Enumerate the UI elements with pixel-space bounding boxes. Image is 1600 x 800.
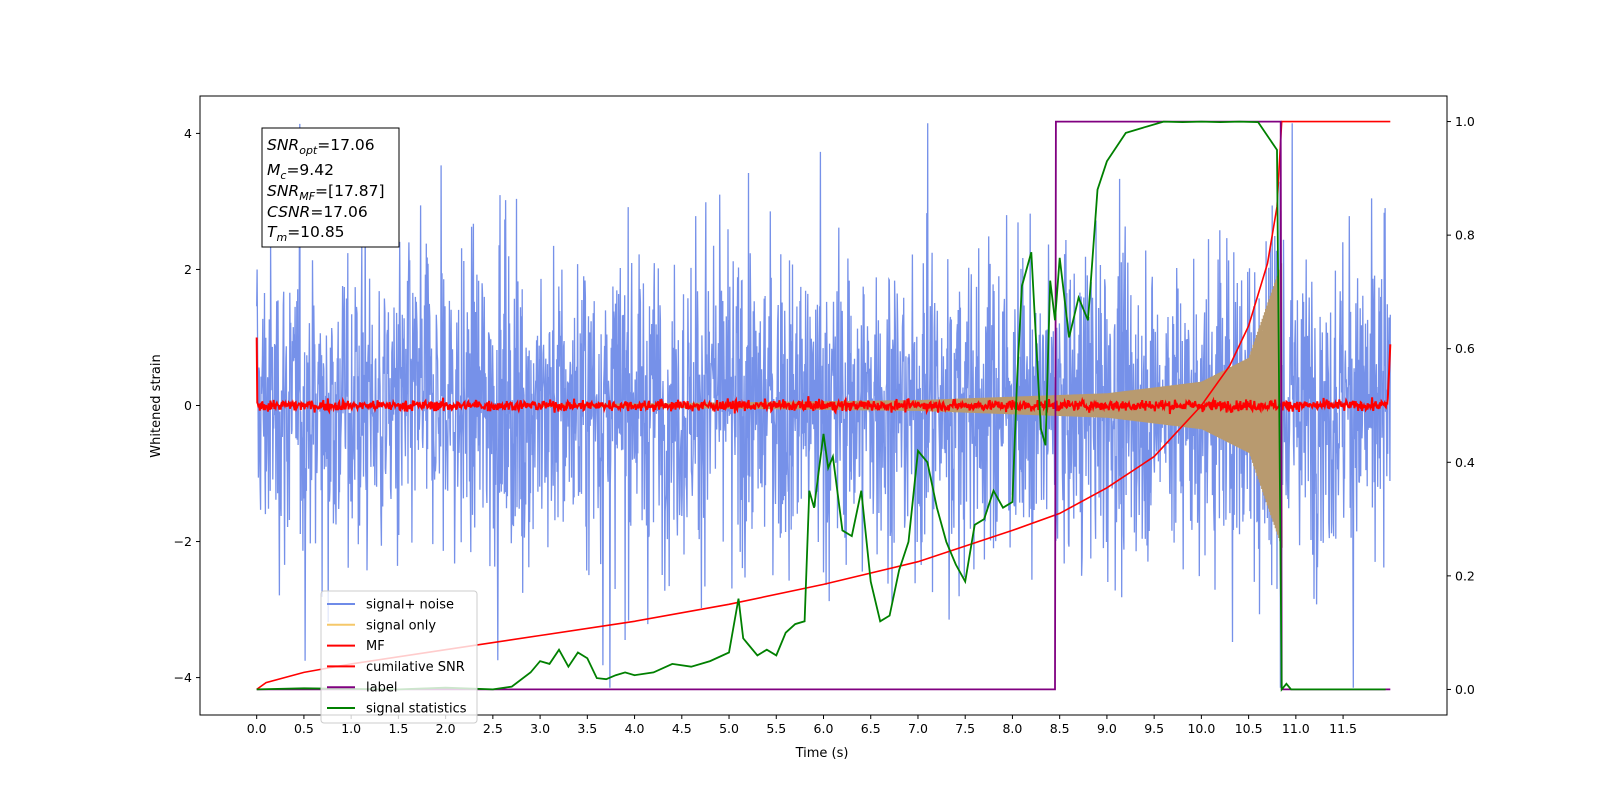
x-tick-label: 11.5 bbox=[1329, 721, 1357, 736]
y-axis-label: Whitened strain bbox=[149, 354, 164, 457]
x-tick-label: 5.5 bbox=[766, 721, 786, 736]
y-tick-label: −4 bbox=[174, 670, 192, 685]
annotation-snr-opt: SNRopt=17.06 bbox=[267, 136, 375, 157]
x-tick-label: 1.0 bbox=[341, 721, 361, 736]
x-tick-label: 3.0 bbox=[530, 721, 550, 736]
y2-tick-label: 0.2 bbox=[1455, 568, 1475, 583]
x-tick-label: 8.5 bbox=[1050, 721, 1070, 736]
legend-item-label: label bbox=[366, 681, 397, 696]
series-signal-statistics-line bbox=[256, 120, 1386, 692]
x-tick-label: 2.0 bbox=[436, 721, 456, 736]
y-axis-right: 1.0 0.8 0.6 0.4 0.2 0.0 bbox=[1447, 114, 1475, 697]
annotation-mc: Mc=9.42 bbox=[267, 161, 334, 182]
annotation-box: SNRopt=17.06 Mc=9.42 SNRMF=[17.87] CSNR=… bbox=[261, 127, 400, 248]
x-tick-label: 6.5 bbox=[861, 721, 881, 736]
x-tick-label: 6.0 bbox=[814, 721, 834, 736]
x-tick-label: 7.0 bbox=[908, 721, 928, 736]
legend-item-label: signal+ noise bbox=[366, 598, 454, 613]
x-tick-label: 0.0 bbox=[247, 721, 267, 736]
x-tick-label: 4.5 bbox=[672, 721, 692, 736]
x-tick-label: 11.0 bbox=[1282, 721, 1310, 736]
legend: signal+ noise signal only MF cumilative SNR… bbox=[320, 590, 478, 724]
y-tick-label: 0 bbox=[184, 398, 192, 413]
y-tick-label: 2 bbox=[184, 262, 192, 277]
y-axis-left: 4 2 0 −2 −4 bbox=[174, 126, 200, 685]
y2-tick-label: 0.0 bbox=[1455, 682, 1475, 697]
legend-item-label: MF bbox=[366, 639, 385, 654]
x-tick-label: 4.0 bbox=[625, 721, 645, 736]
x-tick-label: 10.5 bbox=[1235, 721, 1263, 736]
y2-tick-label: 1.0 bbox=[1455, 114, 1475, 129]
legend-item-label: signal statistics bbox=[366, 702, 467, 717]
legend-item-label: signal only bbox=[366, 618, 436, 633]
y2-tick-label: 0.4 bbox=[1455, 455, 1475, 470]
x-tick-label: 10.0 bbox=[1187, 721, 1215, 736]
annotation-tm: Tm=10.85 bbox=[267, 223, 345, 244]
x-tick-label: 8.0 bbox=[1002, 721, 1022, 736]
y-tick-label: −2 bbox=[174, 534, 192, 549]
x-tick-label: 2.5 bbox=[483, 721, 503, 736]
x-tick-label: 5.0 bbox=[719, 721, 739, 736]
x-tick-label: 9.5 bbox=[1144, 721, 1164, 736]
legend-item-label: cumilative SNR bbox=[366, 660, 465, 675]
x-axis: 0.0 0.5 1.0 1.5 2.0 2.5 3.0 3.5 4.0 4.5 5.0 5.5 6.0 6… bbox=[247, 715, 1357, 736]
x-axis-label: Time (s) bbox=[795, 746, 849, 761]
x-tick-label: 3.5 bbox=[577, 721, 597, 736]
y2-tick-label: 0.6 bbox=[1455, 341, 1475, 356]
x-tick-label: 7.5 bbox=[955, 721, 975, 736]
annotation-snr-mf: SNRMF=[17.87] bbox=[267, 182, 385, 203]
x-tick-label: 9.0 bbox=[1097, 721, 1117, 736]
y2-tick-label: 0.8 bbox=[1455, 228, 1475, 243]
annotation-csnr: CSNR=17.06 bbox=[267, 203, 368, 221]
x-tick-label: 0.5 bbox=[294, 721, 314, 736]
y-tick-label: 4 bbox=[184, 126, 192, 141]
x-tick-label: 1.5 bbox=[388, 721, 408, 736]
